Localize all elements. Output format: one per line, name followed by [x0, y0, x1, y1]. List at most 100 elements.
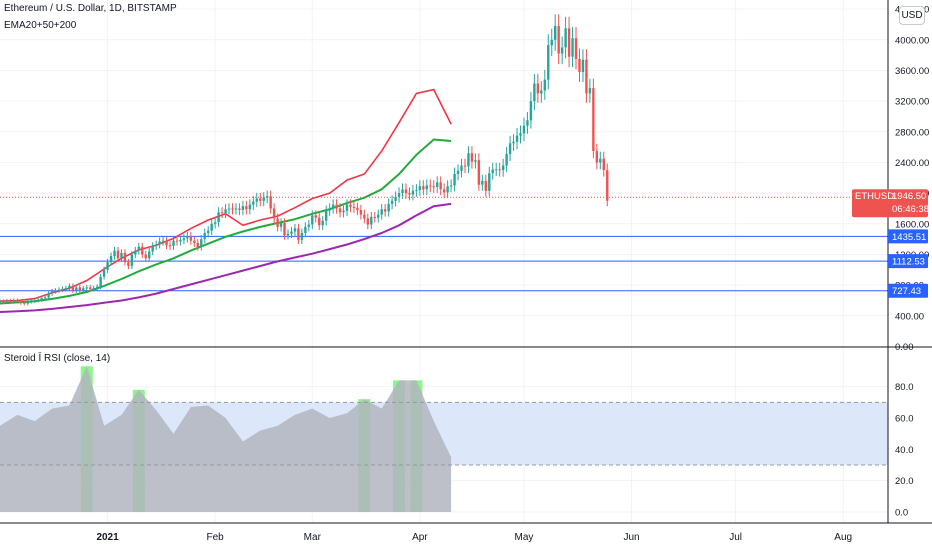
candle-body — [564, 28, 567, 48]
candle-body — [245, 206, 248, 210]
candle-body — [283, 223, 286, 236]
candle-body — [599, 158, 602, 163]
candle-body — [383, 209, 387, 212]
candle-body — [12, 300, 16, 302]
candle-body — [550, 39, 553, 46]
candle-body — [463, 165, 467, 167]
candle-body — [5, 300, 9, 302]
candle-body — [422, 186, 425, 190]
candle-body — [404, 189, 408, 194]
candle-body — [394, 196, 397, 201]
candle-body — [227, 208, 231, 210]
last-price-tag: ETHUSD 1946.50 06:46:38 — [852, 189, 929, 218]
level-label-bg — [888, 229, 928, 244]
candle-body — [40, 298, 43, 300]
candle-body — [123, 252, 127, 263]
candle-body — [109, 256, 113, 263]
candle-body — [592, 88, 595, 151]
candle-body — [210, 223, 213, 231]
candle-body — [269, 196, 272, 209]
candle-body — [436, 182, 439, 187]
candle-body — [9, 300, 12, 302]
candle-body — [547, 45, 550, 80]
candle-body — [33, 300, 36, 302]
candle-body — [120, 252, 123, 259]
candle-body — [23, 302, 26, 304]
candle-body — [519, 133, 522, 136]
price-axis[interactable]: 0.00400.00800.001200.001600.002000.00240… — [895, 5, 929, 353]
candle-body — [186, 236, 189, 239]
time-tick-label: May — [515, 532, 534, 543]
indicator-label[interactable]: EMA20+50+200 — [4, 20, 77, 31]
candle-body — [574, 38, 578, 59]
candle-body — [345, 204, 349, 211]
time-tick-label: Aug — [834, 532, 852, 543]
last-price-tag-bg — [852, 189, 928, 218]
candle-body — [408, 193, 411, 195]
candle-body — [488, 173, 491, 191]
candle-body — [113, 250, 116, 256]
time-tick-label: Mar — [304, 532, 322, 543]
candle-body — [300, 233, 304, 240]
time-axis[interactable]: 2021 Feb Mar Apr May Jun Jul Aug — [96, 532, 852, 543]
candle-body — [588, 88, 592, 94]
candle-body — [137, 246, 140, 251]
candle-body — [501, 165, 505, 171]
candle-body — [449, 185, 453, 187]
candle-body — [606, 170, 609, 201]
level-label-text: 1112.53 — [892, 257, 925, 268]
candle-body — [446, 186, 449, 193]
rsi-tick-label: 80.0 — [895, 382, 914, 393]
candle-body — [359, 210, 363, 215]
candle-body — [255, 198, 258, 202]
candle-body — [106, 262, 109, 270]
price-tick-label: 0.00 — [895, 342, 914, 353]
candle-body — [477, 160, 481, 185]
rsi-axis[interactable]: 0.0 20.0 40.0 60.0 80.0 — [895, 382, 914, 518]
candle-body — [352, 206, 356, 208]
candle-body — [595, 150, 599, 163]
candle-body — [543, 79, 546, 91]
candle-body — [64, 288, 68, 290]
level-label-bg — [888, 254, 928, 269]
candle-body — [560, 47, 564, 54]
candle-body — [30, 300, 33, 302]
candle-body — [134, 250, 137, 255]
ema50-line — [0, 138, 452, 305]
ema20-line — [0, 88, 452, 302]
candle-body — [453, 173, 456, 186]
candle-body — [241, 206, 245, 210]
candle-body — [217, 212, 220, 223]
candle-body — [515, 135, 519, 142]
candle-body — [71, 285, 75, 291]
candle-body — [144, 254, 147, 259]
candle-body — [293, 228, 297, 232]
price-tag-symbol: ETHUSD — [855, 191, 894, 202]
candle-body — [324, 210, 328, 221]
candle-body — [276, 218, 279, 227]
candle-body — [585, 59, 588, 94]
candle-body — [213, 222, 217, 224]
candle-body — [491, 169, 494, 174]
candle-body — [259, 198, 262, 201]
candle-body — [387, 203, 390, 212]
level-label-bg — [888, 283, 928, 298]
candle-body — [161, 240, 165, 242]
candle-body — [154, 244, 158, 247]
candle-body — [418, 186, 422, 191]
candle-body — [342, 210, 345, 213]
candle-body — [321, 220, 324, 226]
level-label-text: 727.43 — [892, 286, 921, 297]
candle-body — [349, 204, 352, 207]
candle-body — [165, 240, 168, 246]
currency-button[interactable]: USD — [899, 6, 925, 25]
candle-body — [512, 141, 515, 144]
rsi-title[interactable]: Steroid Ī RSI (close, 14) — [4, 353, 111, 364]
horizontal-levels — [0, 235, 888, 292]
price-tick-label: 2800.00 — [895, 127, 929, 138]
candle-body — [151, 246, 154, 252]
candle-body — [331, 204, 335, 209]
candle-body — [529, 101, 533, 121]
candle-body — [141, 246, 144, 255]
